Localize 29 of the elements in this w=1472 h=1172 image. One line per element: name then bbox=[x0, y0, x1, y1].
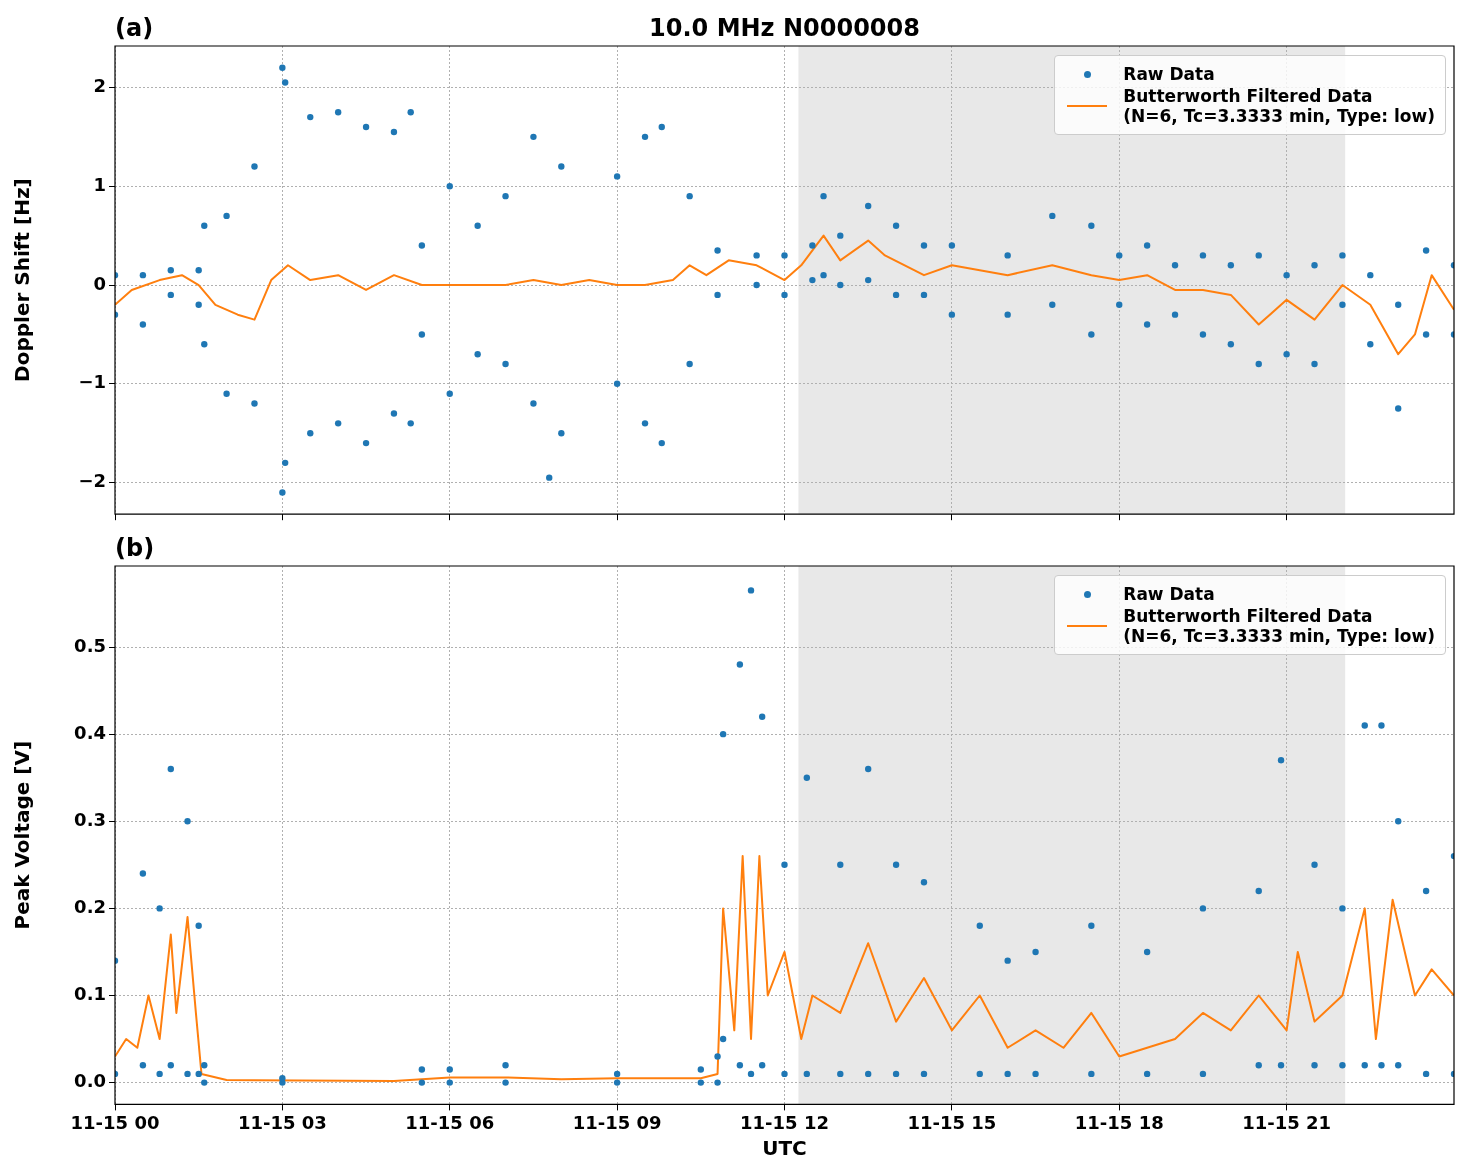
legend-label: Raw Data bbox=[1123, 64, 1215, 84]
x-tick-label: 11-15 03 bbox=[237, 1111, 327, 1133]
x-tick-label: 11-15 00 bbox=[70, 1111, 160, 1133]
x-tick-label: 11-15 18 bbox=[1074, 1111, 1164, 1133]
y-axis-title: Peak Voltage [V] bbox=[10, 740, 35, 930]
y-tick-label: 0 bbox=[93, 272, 106, 294]
legend-label: Raw Data bbox=[1123, 584, 1215, 604]
chart-title: 10.0 MHz N0000008 bbox=[649, 14, 920, 43]
y-tick-label: 0.2 bbox=[74, 896, 106, 918]
x-axis-title: UTC bbox=[762, 1136, 807, 1161]
y-tick-label: 0.4 bbox=[74, 721, 106, 743]
y-tick-label: −2 bbox=[78, 470, 106, 492]
legend-label: Butterworth Filtered Data (N=6, Tc=3.3333 min, Type: low) bbox=[1123, 86, 1435, 126]
y-tick-label: 2 bbox=[93, 75, 106, 97]
x-tick-label: 11-15 15 bbox=[907, 1111, 997, 1133]
legend-label: Butterworth Filtered Data (N=6, Tc=3.3333 min, Type: low) bbox=[1123, 606, 1435, 646]
text: (a) bbox=[115, 14, 154, 43]
y-tick-label: 1 bbox=[93, 173, 106, 195]
x-tick-label: 11-15 21 bbox=[1242, 1111, 1332, 1133]
x-tick-label: 11-15 09 bbox=[572, 1111, 662, 1133]
x-tick-label: 11-15 06 bbox=[405, 1111, 495, 1133]
text: (b) bbox=[115, 534, 155, 563]
y-tick-label: 0.0 bbox=[74, 1070, 106, 1092]
y-tick-label: 0.1 bbox=[74, 983, 106, 1005]
y-axis-title: Doppler Shift [Hz] bbox=[10, 178, 35, 382]
y-tick-label: −1 bbox=[78, 371, 106, 393]
y-tick-label: 0.5 bbox=[74, 634, 106, 656]
x-tick-label: 11-15 12 bbox=[740, 1111, 829, 1133]
y-tick-label: 0.3 bbox=[74, 808, 106, 830]
